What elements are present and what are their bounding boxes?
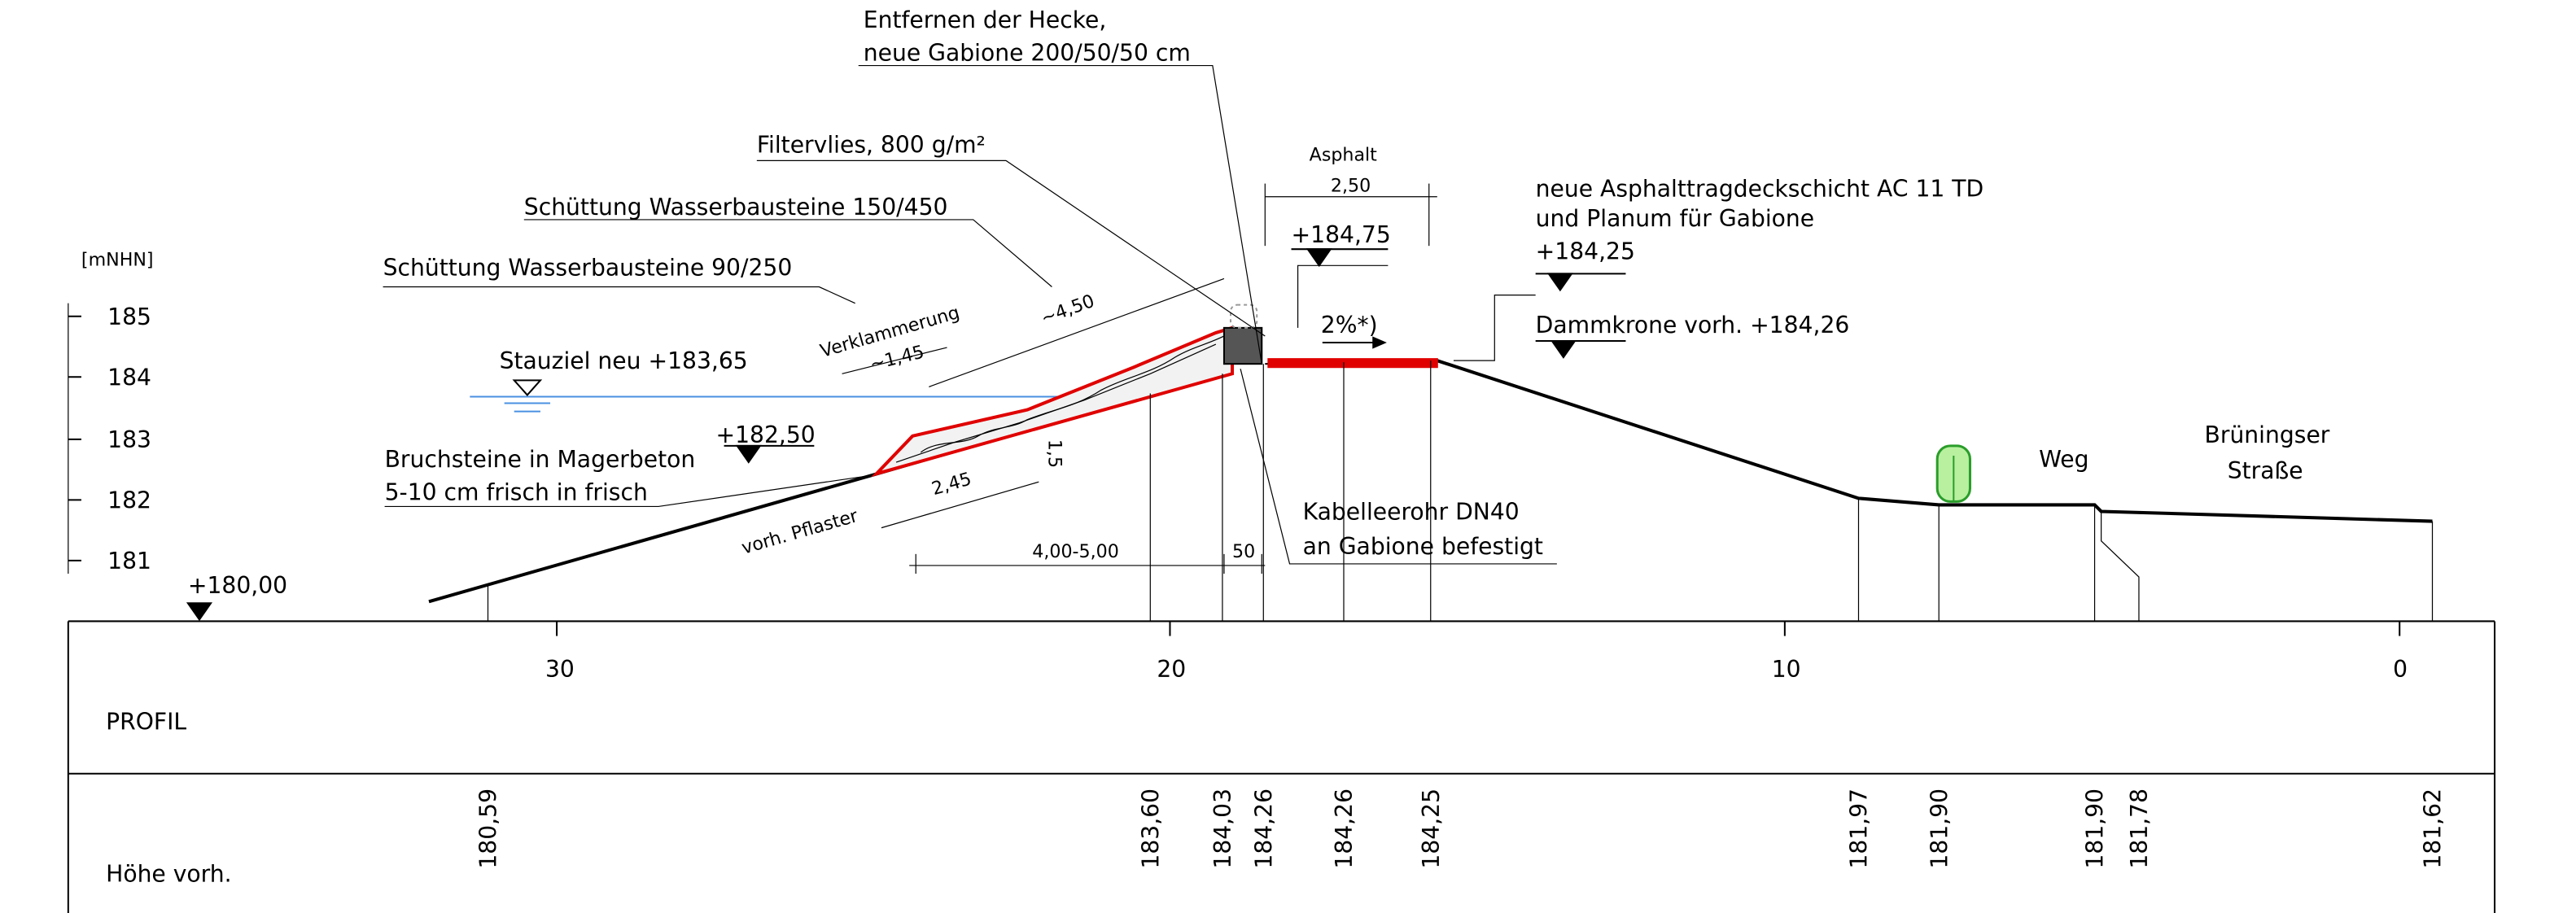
drawing-path bbox=[1372, 336, 1387, 349]
y-tick-label: 183 bbox=[107, 426, 151, 453]
drawing-polyline bbox=[858, 64, 1262, 365]
annotation: +182,50 bbox=[715, 422, 815, 448]
height-value: 184,26 bbox=[1331, 788, 1358, 869]
annotation: Asphalt bbox=[1310, 144, 1377, 165]
drawing-polyline bbox=[1240, 369, 1557, 565]
drawing-path bbox=[512, 379, 543, 396]
height-value: 184,25 bbox=[1418, 788, 1445, 869]
x-tick-label: 20 bbox=[1157, 656, 1186, 683]
drawing-path bbox=[1305, 248, 1332, 268]
dimension: 1,5 bbox=[1043, 439, 1065, 468]
drawing-path bbox=[735, 444, 762, 464]
height-value: 184,26 bbox=[1250, 788, 1277, 869]
annotation: Weg bbox=[2039, 446, 2088, 473]
dimension: 4,00-5,00 bbox=[1032, 541, 1119, 562]
dimension: ~4,50 bbox=[1039, 290, 1098, 330]
annotation: Dammkrone vorh. +184,26 bbox=[1536, 312, 1850, 339]
height-value: 181,90 bbox=[1926, 788, 1953, 869]
annotation: Schüttung Wasserbausteine 90/250 bbox=[383, 254, 793, 281]
drawing-rect bbox=[1229, 304, 1258, 329]
annotation: 2%*) bbox=[1321, 312, 1378, 339]
drawing-path bbox=[186, 602, 212, 622]
x-tick-label: 10 bbox=[1772, 656, 1801, 683]
annotation: Stauziel neu +183,65 bbox=[500, 347, 748, 374]
height-value: 181,97 bbox=[1846, 788, 1873, 869]
height-value: 180,59 bbox=[475, 788, 502, 869]
y-tick-label: 184 bbox=[107, 364, 151, 391]
row-label: PROFIL bbox=[106, 708, 186, 735]
drawing-path bbox=[920, 335, 1225, 453]
annotation: Kabelleerohr DN40 bbox=[1303, 499, 1520, 526]
x-tick-label: 0 bbox=[2393, 656, 2408, 683]
annotation: Schüttung Wasserbausteine 150/450 bbox=[524, 194, 948, 221]
heights-row: 180,59 183,60 184,03 184,26 184,26 184,25 181,… bbox=[475, 788, 2447, 869]
height-value: 181,90 bbox=[2082, 788, 2109, 869]
drawing-rect bbox=[1222, 326, 1263, 365]
annotation: Bruchsteine in Magerbeton bbox=[385, 446, 696, 473]
dimension: 2,45 bbox=[929, 469, 974, 500]
y-tick-label: 181 bbox=[107, 548, 151, 574]
drawing-polyline bbox=[1453, 294, 1536, 361]
annotation: an Gabione befestigt bbox=[1303, 533, 1543, 560]
annotation: vorh. Pflaster bbox=[739, 505, 861, 559]
drawing-polyline bbox=[523, 219, 1052, 287]
drawing-polyline bbox=[384, 474, 872, 508]
row-label: Höhe vorh. bbox=[106, 861, 231, 888]
annotation: +184,75 bbox=[1292, 221, 1391, 248]
annotation: Entfernen der Hecke, bbox=[864, 7, 1107, 33]
annotation: +184,25 bbox=[1536, 238, 1635, 264]
drawing-line bbox=[881, 481, 1039, 529]
y-axis-unit: [mNHN] bbox=[81, 249, 154, 270]
drawing-polyline bbox=[1437, 359, 2433, 523]
drawing-polyline bbox=[383, 286, 855, 304]
height-value: 181,62 bbox=[2420, 788, 2447, 869]
annotation: Filtervlies, 800 g/m² bbox=[757, 131, 986, 158]
annotation: Brüningser bbox=[2205, 422, 2330, 448]
drawing-path bbox=[1546, 273, 1573, 292]
annotation: neue Gabione 200/50/50 cm bbox=[864, 40, 1191, 67]
drawing-polyline bbox=[2101, 511, 2140, 622]
drawing-polyline bbox=[1297, 264, 1389, 328]
annotation: und Planum für Gabione bbox=[1536, 205, 1814, 232]
height-value: 181,78 bbox=[2126, 788, 2153, 869]
annotation: 5-10 cm frisch in frisch bbox=[385, 478, 648, 505]
annotation: +180,00 bbox=[188, 572, 287, 599]
y-tick-label: 182 bbox=[107, 487, 151, 513]
drawing-rect bbox=[1267, 358, 1438, 369]
x-tick-label: 30 bbox=[545, 656, 575, 683]
dimension: 50 bbox=[1232, 541, 1255, 562]
drawing-line bbox=[842, 347, 947, 374]
annotation: Straße bbox=[2228, 457, 2303, 484]
drawing-line bbox=[929, 277, 1225, 387]
height-value: 184,03 bbox=[1209, 788, 1236, 869]
drawing-path bbox=[1550, 339, 1577, 359]
annotation: neue Asphalttragdeckschicht AC 11 TD bbox=[1536, 176, 1984, 203]
height-value: 183,60 bbox=[1137, 788, 1164, 869]
drawing-path bbox=[871, 325, 1235, 478]
dimension: 2,50 bbox=[1331, 176, 1371, 197]
drawing-polyline bbox=[756, 159, 1266, 337]
y-tick-label: 185 bbox=[107, 304, 151, 330]
